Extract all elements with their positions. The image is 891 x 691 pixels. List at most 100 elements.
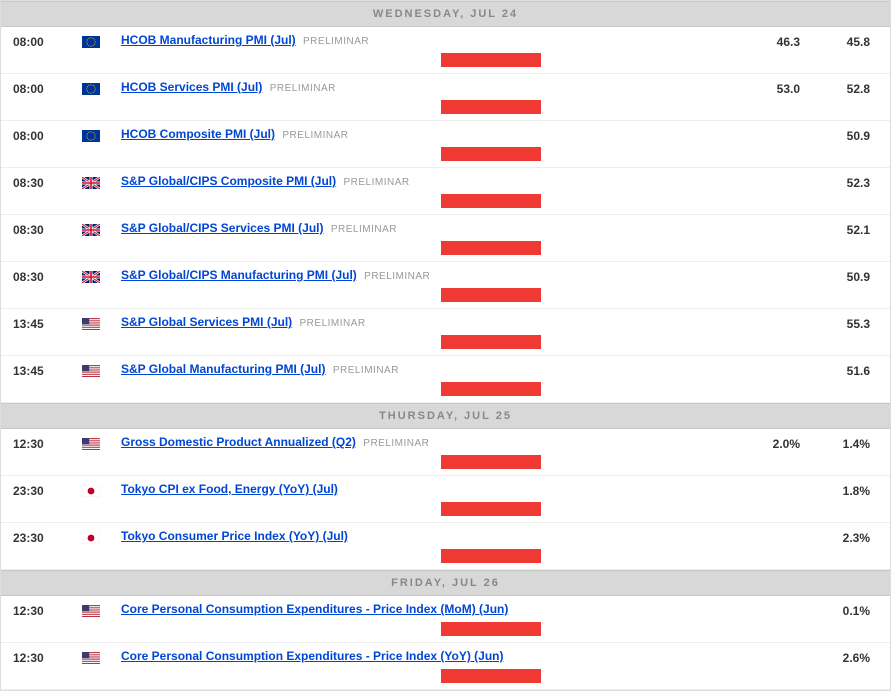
impact-bar xyxy=(441,502,541,516)
event-tag: PRELIMINAR xyxy=(363,438,429,449)
event-actual xyxy=(710,482,800,484)
event-time: 13:45 xyxy=(1,362,61,378)
event-actual: 2.0% xyxy=(710,435,800,451)
calendar-row: 12:30 Core Personal Consumption Expendit… xyxy=(1,643,890,690)
event-link[interactable]: S&P Global/CIPS Manufacturing PMI (Jul) xyxy=(121,268,357,282)
event-link[interactable]: S&P Global Services PMI (Jul) xyxy=(121,315,292,329)
country-flag-icon xyxy=(61,80,121,95)
impact-bar xyxy=(441,288,541,302)
event-previous: 51.6 xyxy=(800,362,890,378)
event-tag: PRELIMINAR xyxy=(364,271,430,282)
event-tag: PRELIMINAR xyxy=(303,36,369,47)
event-previous: 52.3 xyxy=(800,174,890,190)
calendar-row: 13:45 S&P Global Services PMI (Jul) PREL… xyxy=(1,309,890,356)
event-tag: PRELIMINAR xyxy=(343,177,409,188)
event-actual xyxy=(710,529,800,531)
event-link[interactable]: Core Personal Consumption Expenditures -… xyxy=(121,649,504,663)
event-actual xyxy=(710,362,800,364)
country-flag-icon xyxy=(61,127,121,142)
event-cell: HCOB Manufacturing PMI (Jul) PRELIMINAR xyxy=(121,33,710,67)
event-previous: 55.3 xyxy=(800,315,890,331)
event-previous: 52.8 xyxy=(800,80,890,96)
event-cell: Tokyo Consumer Price Index (YoY) (Jul) xyxy=(121,529,710,563)
event-previous: 0.1% xyxy=(800,602,890,618)
calendar-row: 12:30 Core Personal Consumption Expendit… xyxy=(1,596,890,643)
event-previous: 2.6% xyxy=(800,649,890,665)
day-header: FRIDAY, JUL 26 xyxy=(1,570,890,596)
impact-bar xyxy=(441,335,541,349)
calendar-row: 08:00 HCOB Composite PMI (Jul) PRELIMINA… xyxy=(1,121,890,168)
event-link[interactable]: S&P Global/CIPS Services PMI (Jul) xyxy=(121,221,324,235)
event-actual xyxy=(710,315,800,317)
impact-bar xyxy=(441,147,541,161)
calendar-row: 08:00 HCOB Services PMI (Jul) PRELIMINAR… xyxy=(1,74,890,121)
day-header: THURSDAY, JUL 25 xyxy=(1,403,890,429)
event-previous: 1.4% xyxy=(800,435,890,451)
calendar-row: 08:30 S&P Global/CIPS Services PMI (Jul)… xyxy=(1,215,890,262)
calendar-row: 13:45 S&P Global Manufacturing PMI (Jul)… xyxy=(1,356,890,403)
event-actual xyxy=(710,649,800,651)
event-link[interactable]: Tokyo CPI ex Food, Energy (YoY) (Jul) xyxy=(121,482,338,496)
event-link[interactable]: Gross Domestic Product Annualized (Q2) xyxy=(121,435,356,449)
event-actual xyxy=(710,268,800,270)
impact-bar xyxy=(441,382,541,396)
event-cell: Gross Domestic Product Annualized (Q2) P… xyxy=(121,435,710,469)
event-cell: S&P Global/CIPS Services PMI (Jul) PRELI… xyxy=(121,221,710,255)
event-actual: 53.0 xyxy=(710,80,800,96)
event-cell: HCOB Composite PMI (Jul) PRELIMINAR xyxy=(121,127,710,161)
event-previous: 45.8 xyxy=(800,33,890,49)
day-header: WEDNESDAY, JUL 24 xyxy=(1,1,890,27)
event-cell: Core Personal Consumption Expenditures -… xyxy=(121,649,710,683)
calendar-row: 12:30 Gross Domestic Product Annualized … xyxy=(1,429,890,476)
event-cell: HCOB Services PMI (Jul) PRELIMINAR xyxy=(121,80,710,114)
event-cell: Tokyo CPI ex Food, Energy (YoY) (Jul) xyxy=(121,482,710,516)
event-actual xyxy=(710,602,800,604)
event-link[interactable]: Tokyo Consumer Price Index (YoY) (Jul) xyxy=(121,529,348,543)
event-previous: 50.9 xyxy=(800,268,890,284)
event-link[interactable]: HCOB Services PMI (Jul) xyxy=(121,80,262,94)
country-flag-icon xyxy=(61,482,121,497)
event-tag: PRELIMINAR xyxy=(331,224,397,235)
event-time: 23:30 xyxy=(1,482,61,498)
calendar-row: 23:30 Tokyo CPI ex Food, Energy (YoY) (J… xyxy=(1,476,890,523)
calendar-row: 08:30 S&P Global/CIPS Manufacturing PMI … xyxy=(1,262,890,309)
impact-bar xyxy=(441,549,541,563)
event-time: 08:00 xyxy=(1,127,61,143)
event-cell: S&P Global/CIPS Composite PMI (Jul) PREL… xyxy=(121,174,710,208)
event-cell: S&P Global Manufacturing PMI (Jul) PRELI… xyxy=(121,362,710,396)
event-time: 08:30 xyxy=(1,174,61,190)
country-flag-icon xyxy=(61,221,121,236)
event-link[interactable]: S&P Global/CIPS Composite PMI (Jul) xyxy=(121,174,336,188)
country-flag-icon xyxy=(61,649,121,664)
event-time: 13:45 xyxy=(1,315,61,331)
event-link[interactable]: HCOB Composite PMI (Jul) xyxy=(121,127,275,141)
impact-bar xyxy=(441,455,541,469)
country-flag-icon xyxy=(61,529,121,544)
country-flag-icon xyxy=(61,602,121,617)
event-actual xyxy=(710,221,800,223)
event-link[interactable]: S&P Global Manufacturing PMI (Jul) xyxy=(121,362,325,376)
event-tag: PRELIMINAR xyxy=(270,83,336,94)
event-cell: S&P Global Services PMI (Jul) PRELIMINAR xyxy=(121,315,710,349)
event-time: 12:30 xyxy=(1,435,61,451)
event-link[interactable]: Core Personal Consumption Expenditures -… xyxy=(121,602,508,616)
event-previous: 1.8% xyxy=(800,482,890,498)
event-previous: 50.9 xyxy=(800,127,890,143)
event-link[interactable]: HCOB Manufacturing PMI (Jul) xyxy=(121,33,296,47)
event-time: 23:30 xyxy=(1,529,61,545)
event-time: 08:30 xyxy=(1,221,61,237)
economic-calendar: WEDNESDAY, JUL 24 08:00 HCOB Manufacturi… xyxy=(0,0,891,691)
country-flag-icon xyxy=(61,362,121,377)
event-tag: PRELIMINAR xyxy=(333,365,399,376)
event-time: 12:30 xyxy=(1,602,61,618)
country-flag-icon xyxy=(61,268,121,283)
event-previous: 52.1 xyxy=(800,221,890,237)
calendar-row: 08:30 S&P Global/CIPS Composite PMI (Jul… xyxy=(1,168,890,215)
impact-bar xyxy=(441,194,541,208)
impact-bar xyxy=(441,100,541,114)
impact-bar xyxy=(441,669,541,683)
event-time: 12:30 xyxy=(1,649,61,665)
event-time: 08:00 xyxy=(1,80,61,96)
event-actual xyxy=(710,127,800,129)
country-flag-icon xyxy=(61,315,121,330)
